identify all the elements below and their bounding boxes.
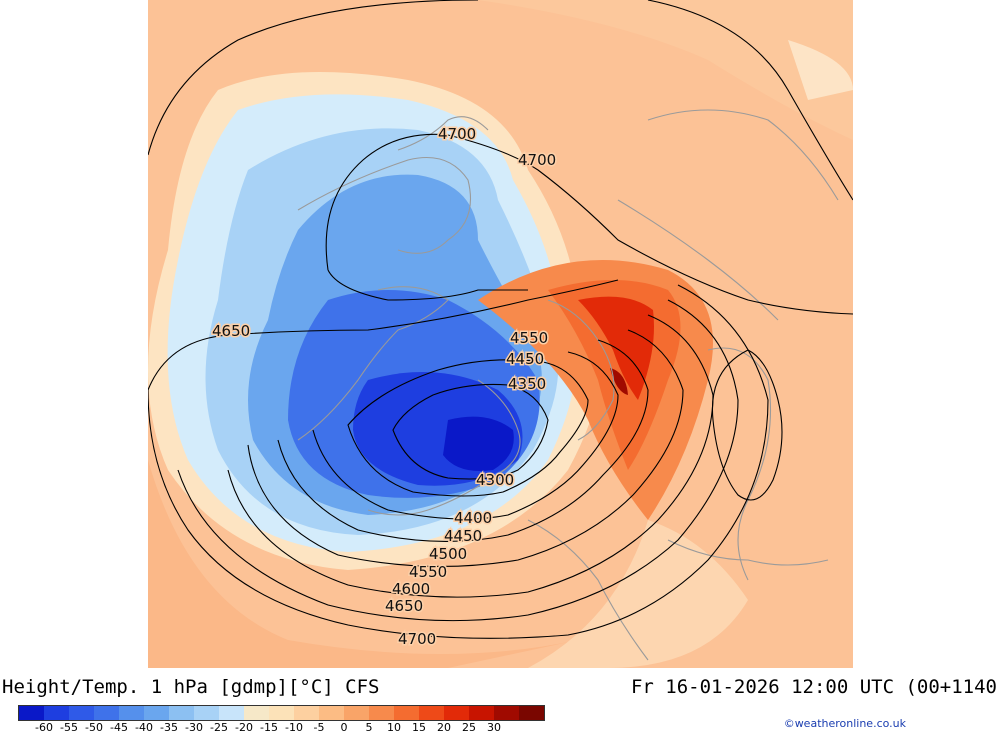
colorbar-swatch: [519, 706, 544, 720]
colorbar-swatch: [419, 706, 444, 720]
colorbar-tick-label: 30: [487, 721, 501, 734]
contour-label-4500: 4500: [429, 545, 467, 563]
colorbar-tick-label: 0: [340, 721, 348, 734]
colorbar-swatch: [469, 706, 494, 720]
colorbar-swatch: [394, 706, 419, 720]
colorbar-swatch: [319, 706, 344, 720]
colorbar-swatch: [69, 706, 94, 720]
contour-label-4550-south: 4550: [409, 563, 447, 581]
contour-label-4700-east: 4700: [518, 151, 556, 169]
colorbar-swatch: [94, 706, 119, 720]
colorbar-tick-label: 20: [437, 721, 451, 734]
colorbar-swatch: [44, 706, 69, 720]
contour-label-4400: 4400: [454, 509, 492, 527]
colorbar-tick-label: -55: [60, 721, 78, 734]
contour-label-4650-south: 4650: [385, 597, 423, 615]
colorbar-tick-label: -20: [235, 721, 253, 734]
colorbar-swatch: [194, 706, 219, 720]
colorbar-swatch: [494, 706, 519, 720]
contour-label-4450-south: 4450: [444, 527, 482, 545]
colorbar-swatch: [244, 706, 269, 720]
colorbar-swatch: [269, 706, 294, 720]
credit-link[interactable]: ©weatheronline.co.uk: [783, 717, 906, 730]
colorbar-tick-label: 25: [462, 721, 476, 734]
colorbar-tick-labels: -60 -55 -50 -45 -40 -35 -30 -25 -20 -15 -10 -5 0 5 10 1…: [18, 721, 578, 734]
colorbar-swatch: [169, 706, 194, 720]
map-title: Height/Temp. 1 hPa [gdmp][°C] CFS: [2, 676, 380, 698]
contour-label-4350: 4350: [508, 375, 546, 393]
contour-label-4650-west: 4650: [212, 322, 250, 340]
colorbar-swatch: [19, 706, 44, 720]
contour-label-4550-north: 4550: [510, 329, 548, 347]
colorbar-tick-label: -50: [85, 721, 103, 734]
contour-label-4700-south: 4700: [398, 630, 436, 648]
colorbar-tick-label: -35: [160, 721, 178, 734]
colorbar-tick-label: -5: [313, 721, 325, 734]
contour-label-4300: 4300: [476, 471, 514, 489]
colorbar-tick-label: -45: [110, 721, 128, 734]
colorbar-tick-label: 15: [412, 721, 426, 734]
colorbar-swatch: [344, 706, 369, 720]
colorbar-swatch: [444, 706, 469, 720]
colorbar-tick-label: -60: [35, 721, 53, 734]
colorbar-swatch: [294, 706, 319, 720]
contour-label-4600: 4600: [392, 580, 430, 598]
contour-label-4450-north: 4450: [506, 350, 544, 368]
forecast-datetime: Fr 16-01-2026 12:00 UTC (00+1140: [630, 676, 997, 698]
colorbar-tick-label: -30: [185, 721, 203, 734]
colorbar-swatch: [369, 706, 394, 720]
colorbar-tick-label: -15: [260, 721, 278, 734]
map-panel[interactable]: 4700 4700 4650 4550 4450 4350 4300 4400 …: [148, 0, 853, 668]
temperature-colorbar: [18, 705, 545, 721]
colorbar-tick-label: -25: [210, 721, 228, 734]
height-temp-map: 4700 4700 4650 4550 4450 4350 4300 4400 …: [148, 0, 853, 668]
colorbar-swatch: [144, 706, 169, 720]
contour-label-4700-north: 4700: [438, 125, 476, 143]
colorbar-tick-label: -10: [285, 721, 303, 734]
colorbar-tick-label: -40: [135, 721, 153, 734]
colorbar-tick-label: 5: [365, 721, 373, 734]
colorbar-swatch: [119, 706, 144, 720]
colorbar-tick-label: 10: [387, 721, 401, 734]
colorbar-swatch: [219, 706, 244, 720]
